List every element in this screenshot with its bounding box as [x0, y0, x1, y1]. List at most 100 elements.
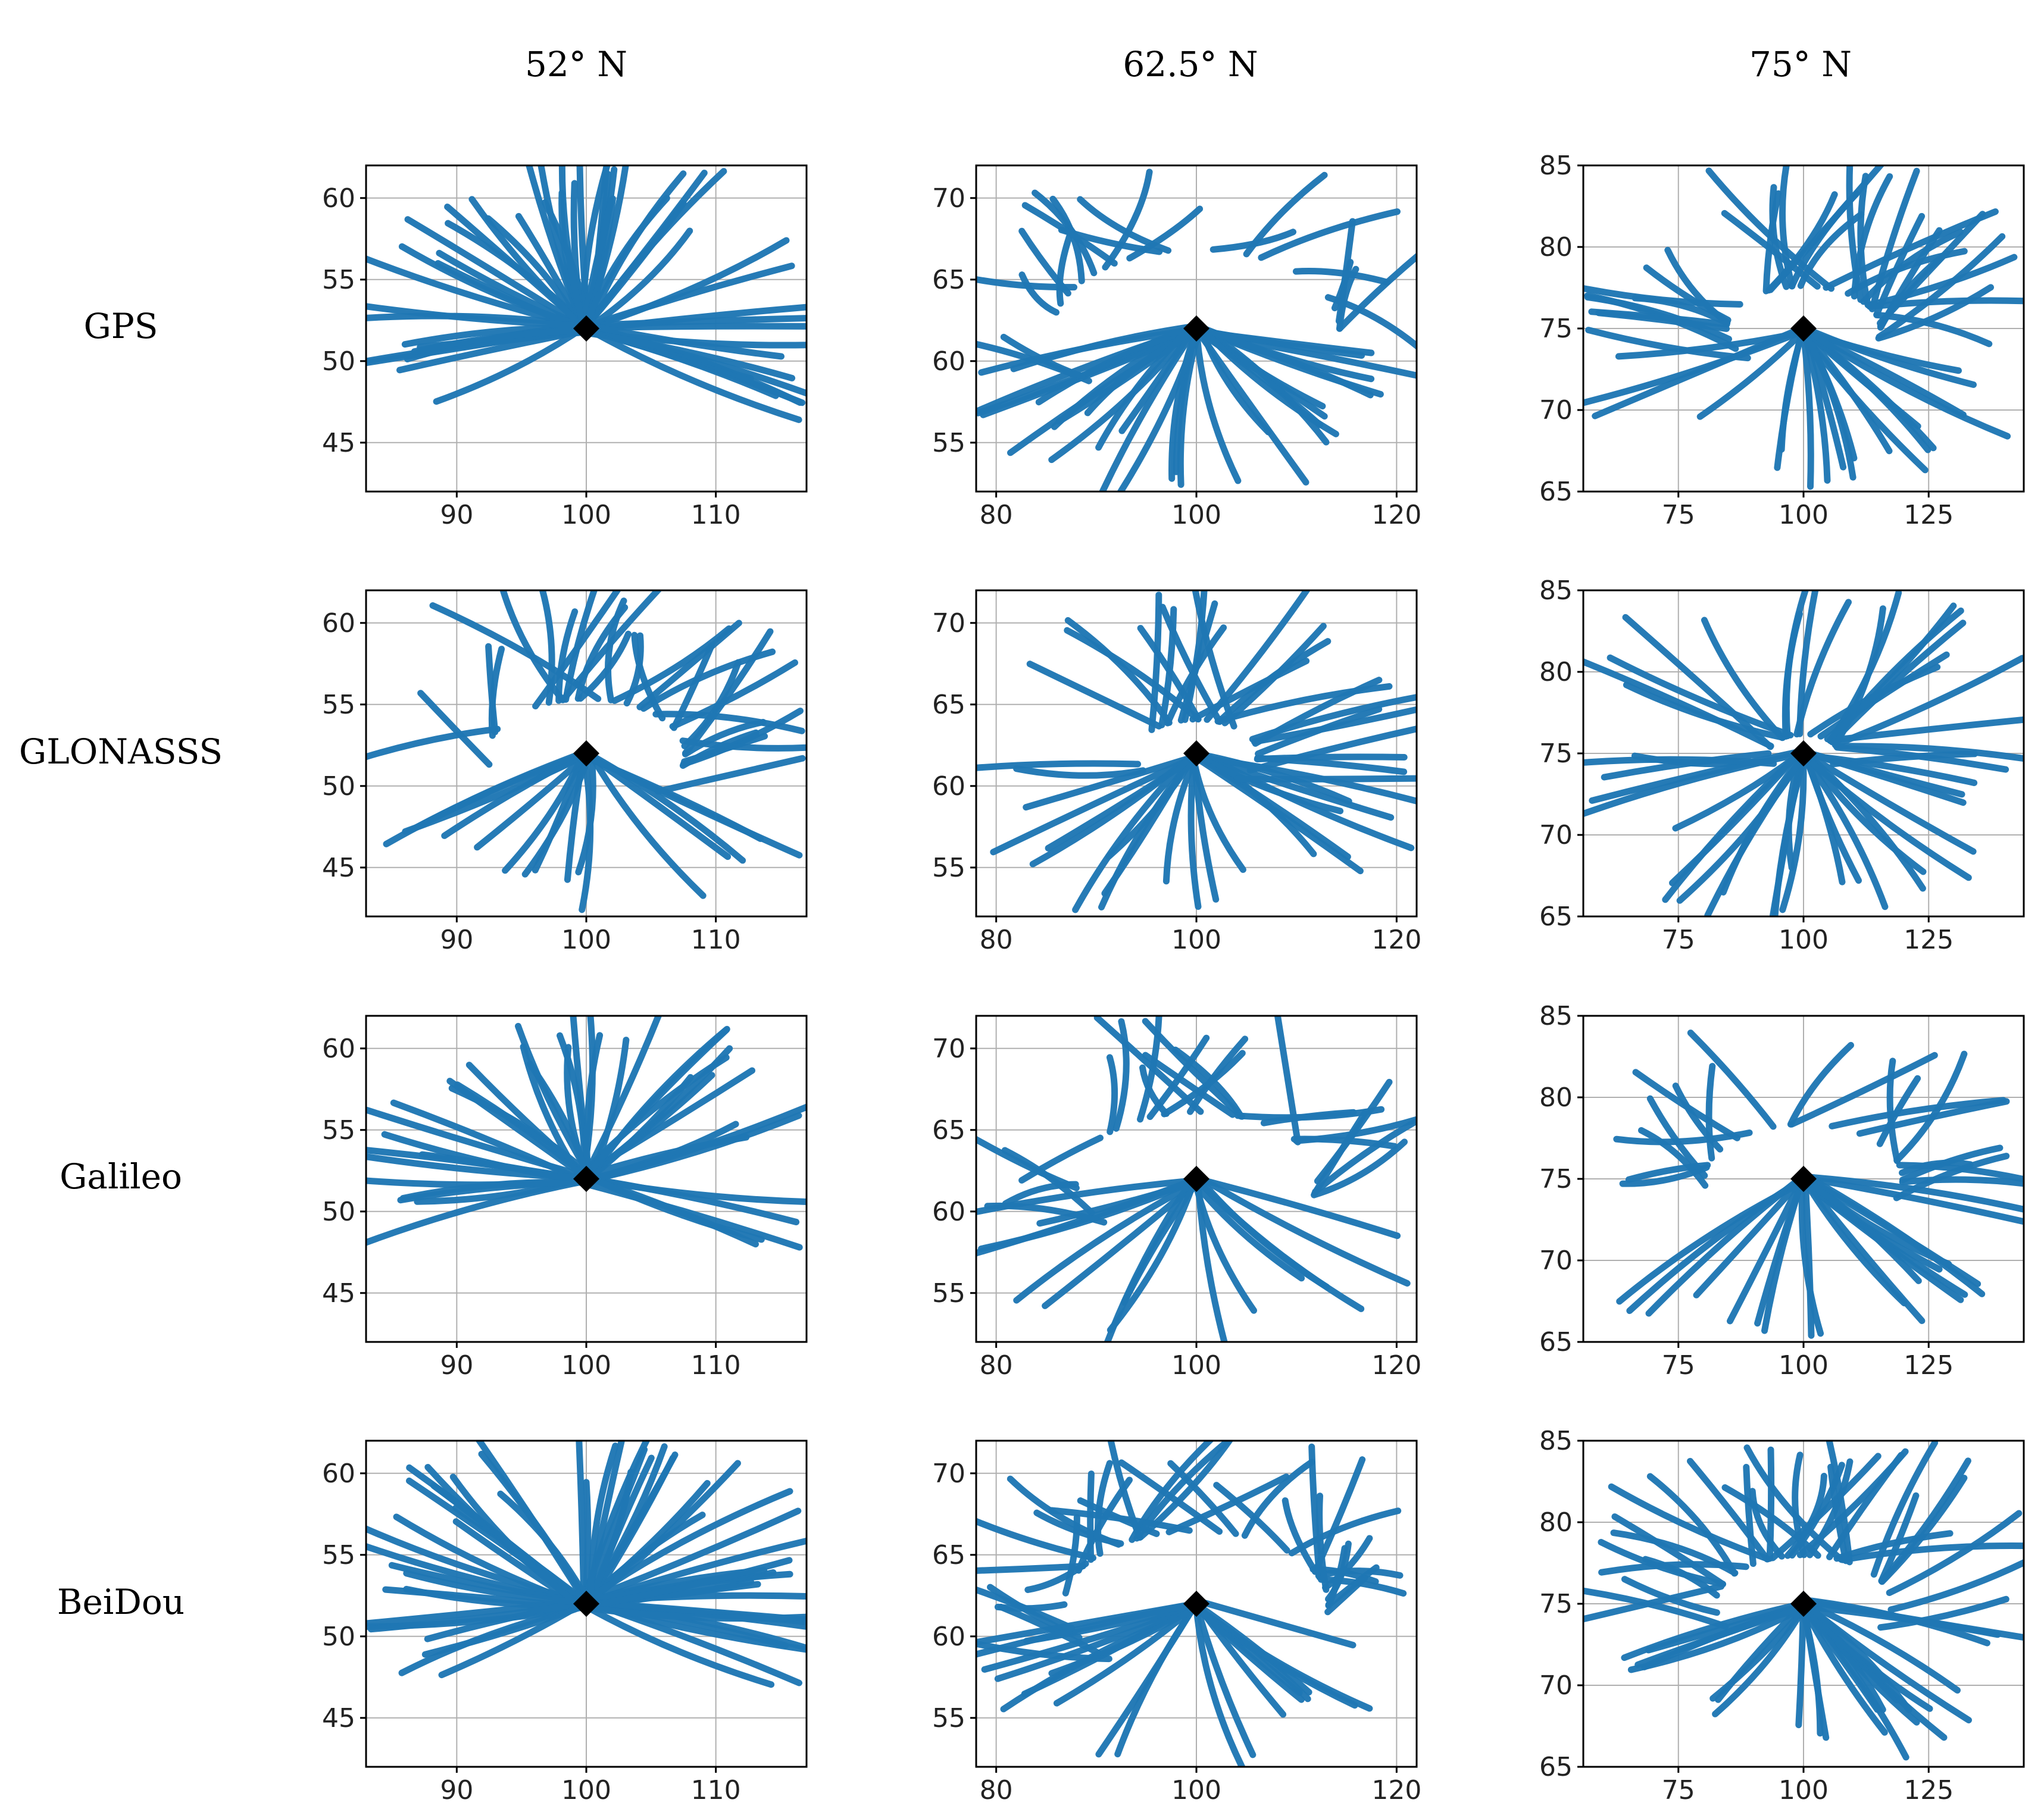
column-header-62-5N: 62.5° N	[1123, 44, 1258, 85]
satellite-track	[1851, 173, 1893, 300]
satellite-track	[1000, 333, 1086, 380]
y-tick-label: 55	[322, 1540, 355, 1570]
y-tick-label: 50	[322, 771, 355, 802]
x-tick-label: 100	[1779, 1775, 1829, 1806]
satellite-track	[1672, 1082, 1724, 1153]
satellite-track	[1799, 1173, 1952, 1268]
station-marker	[1183, 1166, 1209, 1192]
satellite-track	[1195, 753, 1344, 815]
y-tick-label: 80	[1539, 657, 1573, 687]
satellite-track	[1072, 746, 1201, 913]
satellite-track	[433, 323, 590, 405]
y-tick-label: 65	[932, 1540, 965, 1570]
satellite-track	[1583, 327, 1807, 406]
satellite-track	[976, 1563, 1086, 1574]
satellite-track	[1053, 1603, 1199, 1707]
satellite-track	[1721, 209, 1821, 290]
satellite-track	[1765, 191, 1838, 294]
satellite-track	[1886, 1057, 1901, 1165]
row-headers: GPS GLONASSS Galileo BeiDou	[19, 306, 223, 1622]
row-header-galileo: Galileo	[60, 1156, 182, 1197]
satellite-track	[670, 642, 715, 731]
track-group	[366, 1016, 807, 1251]
satellite-track	[1324, 294, 1417, 351]
x-tick-label: 110	[691, 1350, 741, 1381]
satellite-track	[1021, 202, 1118, 267]
satellite-track	[1799, 749, 1977, 855]
satellite-track	[631, 631, 666, 722]
satellite-track	[1023, 752, 1203, 811]
satellite-track	[1233, 775, 1417, 783]
y-tick-label: 60	[322, 1459, 355, 1489]
satellite-track	[1288, 1507, 1402, 1557]
satellite-track	[1762, 190, 1782, 295]
satellite-track	[404, 216, 593, 334]
satellite-track	[1013, 1178, 1203, 1304]
satellite-track	[1607, 654, 1794, 739]
x-tick-label: 120	[1371, 925, 1421, 955]
satellite-track	[1778, 328, 1807, 453]
satellite-track	[1829, 619, 1967, 746]
satellite-track	[417, 690, 493, 768]
satellite-track	[1133, 1441, 1233, 1542]
satellite-track	[582, 1488, 793, 1604]
satellite-track	[1190, 747, 1220, 903]
track-group	[976, 1016, 1417, 1342]
satellite-track	[1878, 1492, 1920, 1585]
satellite-track	[1190, 1178, 1305, 1282]
y-tick-label: 65	[932, 690, 965, 720]
satellite-track	[654, 755, 806, 795]
y-tick-label: 85	[1539, 575, 1573, 606]
satellite-track	[976, 1640, 1112, 1663]
y-tick-label: 50	[322, 1622, 355, 1652]
satellite-track	[383, 750, 585, 847]
satellite-track	[1146, 1034, 1210, 1121]
y-tick-label: 60	[932, 1197, 965, 1227]
satellite-track	[1860, 229, 1964, 305]
satellite-track	[1801, 1603, 1933, 1712]
satellite-track	[1799, 747, 1965, 798]
x-tick-label: 90	[440, 925, 473, 955]
satellite-track	[1105, 753, 1197, 860]
x-tick-label: 120	[1371, 1775, 1421, 1806]
satellite-track	[558, 165, 588, 333]
satellite-track	[1802, 753, 1972, 881]
satellite-track	[1687, 1030, 1777, 1130]
satellite-track	[1102, 168, 1153, 271]
satellite-track	[1615, 328, 1806, 360]
y-tick-label: 70	[932, 608, 965, 639]
satellite-track	[1056, 230, 1074, 307]
x-tick-label: 100	[561, 500, 611, 530]
satellite-track	[449, 1473, 586, 1611]
y-tick-label: 60	[322, 183, 355, 214]
satellite-track	[390, 1099, 587, 1185]
track-group	[366, 590, 807, 913]
satellite-track	[488, 646, 505, 739]
satellite-track	[1026, 661, 1162, 730]
x-tick-label: 80	[980, 1350, 1013, 1381]
panel-beidou-1: 80 100 120 55 60 65 70	[932, 1440, 1421, 1806]
track-group	[366, 1441, 807, 1688]
y-tick-label: 60	[932, 1622, 965, 1652]
satellite-track	[1899, 1144, 2004, 1184]
satellite-track	[1876, 233, 2006, 340]
y-tick-label: 55	[932, 1703, 965, 1733]
satellite-track	[976, 324, 1202, 415]
satellite-track	[1899, 1176, 2024, 1187]
x-tick-label: 100	[1171, 500, 1221, 530]
satellite-track	[1799, 324, 1977, 388]
satellite-track	[1801, 1600, 1961, 1694]
satellite-track	[1583, 756, 1777, 767]
satellite-track	[1282, 1497, 1319, 1575]
satellite-track	[521, 753, 592, 878]
satellite-track	[1796, 590, 1819, 737]
satellite-track	[366, 1177, 586, 1188]
satellite-track	[1801, 1173, 2024, 1213]
y-tick-label: 55	[932, 1278, 965, 1309]
satellite-track	[1013, 765, 1146, 779]
satellite-track	[1142, 1052, 1236, 1118]
station-marker	[1183, 740, 1209, 766]
satellite-track	[1788, 1052, 1938, 1128]
satellite-track	[579, 198, 615, 336]
satellite-track	[586, 750, 707, 899]
